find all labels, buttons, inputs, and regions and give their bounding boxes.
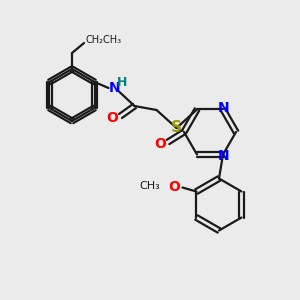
Text: S: S xyxy=(171,121,182,136)
Text: N: N xyxy=(218,101,230,116)
Text: O: O xyxy=(169,179,180,194)
Text: CH₂CH₃: CH₂CH₃ xyxy=(86,35,122,45)
Text: O: O xyxy=(106,111,119,125)
Text: N: N xyxy=(218,148,230,163)
Text: H: H xyxy=(117,76,128,89)
Text: N: N xyxy=(109,81,120,95)
Text: O: O xyxy=(154,137,166,151)
Text: CH₃: CH₃ xyxy=(140,181,160,190)
